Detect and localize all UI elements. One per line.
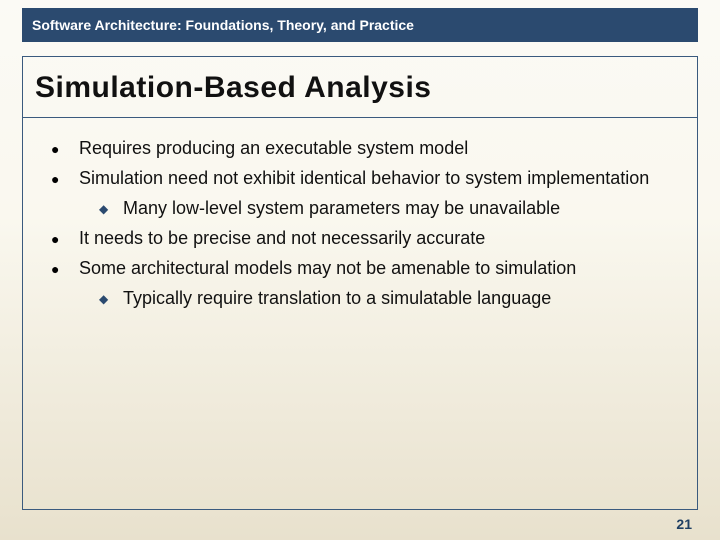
list-item: ● Requires producing an executable syste… [51,136,677,162]
bullet-icon: ● [51,256,79,282]
sub-bullet-icon: ◆ [99,196,123,222]
list-item: ◆ Many low-level system parameters may b… [99,196,677,222]
header-title: Software Architecture: Foundations, Theo… [32,17,414,33]
list-item: ● Some architectural models may not be a… [51,256,677,282]
bullet-text: Requires producing an executable system … [79,136,677,162]
bullet-icon: ● [51,226,79,252]
bullet-text: It needs to be precise and not necessari… [79,226,677,252]
bullet-icon: ● [51,136,79,162]
sub-bullet-icon: ◆ [99,286,123,312]
page-number: 21 [676,516,692,532]
bullet-text: Typically require translation to a simul… [123,286,677,312]
header-bar: Software Architecture: Foundations, Theo… [22,8,698,42]
bullet-icon: ● [51,166,79,192]
content-frame: Simulation-Based Analysis ● Requires pro… [22,56,698,510]
list-item: ● It needs to be precise and not necessa… [51,226,677,252]
bullet-text: Simulation need not exhibit identical be… [79,166,677,192]
slide-title: Simulation-Based Analysis [23,57,697,118]
bullet-text: Some architectural models may not be ame… [79,256,677,282]
list-item: ◆ Typically require translation to a sim… [99,286,677,312]
bullet-text: Many low-level system parameters may be … [123,196,677,222]
slide-body: ● Requires producing an executable syste… [23,118,697,326]
slide: Software Architecture: Foundations, Theo… [0,0,720,540]
list-item: ● Simulation need not exhibit identical … [51,166,677,192]
